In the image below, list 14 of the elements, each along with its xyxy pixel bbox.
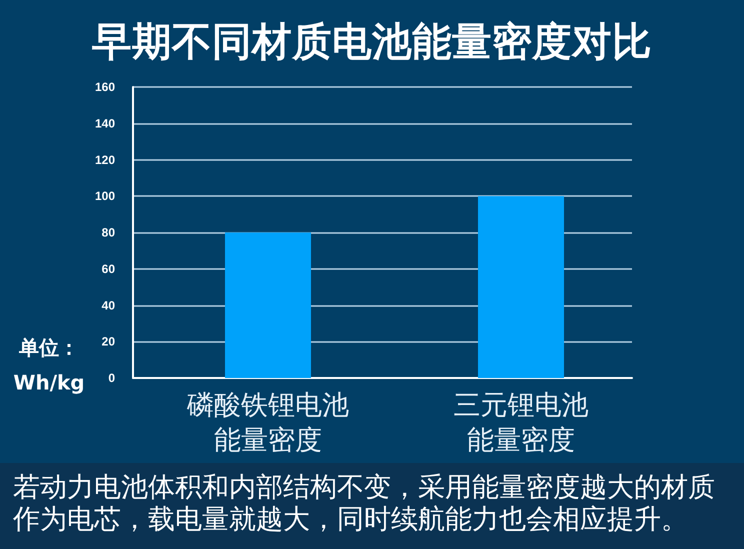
y-tick-label: 0 bbox=[108, 371, 116, 385]
y-tick-label: 80 bbox=[102, 226, 116, 240]
y-tick-label: 20 bbox=[102, 334, 116, 349]
y-tick-label: 120 bbox=[94, 152, 116, 167]
x-tick-label: 三元锂电池能量密度 bbox=[454, 390, 588, 456]
chart-title: 早期不同材质电池能量密度对比 bbox=[91, 19, 652, 65]
x-tick-label: 磷酸铁锂电池能量密度 bbox=[186, 390, 349, 456]
y-tick-label: 100 bbox=[94, 189, 116, 204]
text: 若动力电池体积和内部结构不变，采用能量密度越大的材质作为电芯，载电量就越大，同时续航能力也会相应提升。 bbox=[13, 472, 716, 536]
y-tick-label: 160 bbox=[94, 80, 116, 94]
y-tick-label: 140 bbox=[94, 116, 116, 130]
y-axis-title: 单位： Wh/kg bbox=[13, 336, 85, 394]
y-tick-label: 40 bbox=[102, 298, 116, 312]
y-tick-label: 60 bbox=[102, 262, 116, 276]
